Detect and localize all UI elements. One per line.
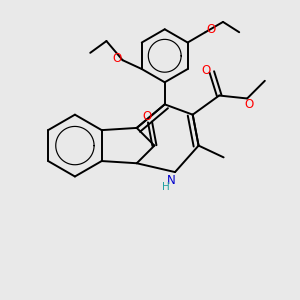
Text: H: H xyxy=(162,182,170,192)
Text: O: O xyxy=(201,64,211,77)
Text: N: N xyxy=(167,174,176,187)
Text: O: O xyxy=(142,110,152,123)
Text: O: O xyxy=(112,52,122,65)
Text: O: O xyxy=(244,98,253,111)
Text: O: O xyxy=(207,23,216,36)
